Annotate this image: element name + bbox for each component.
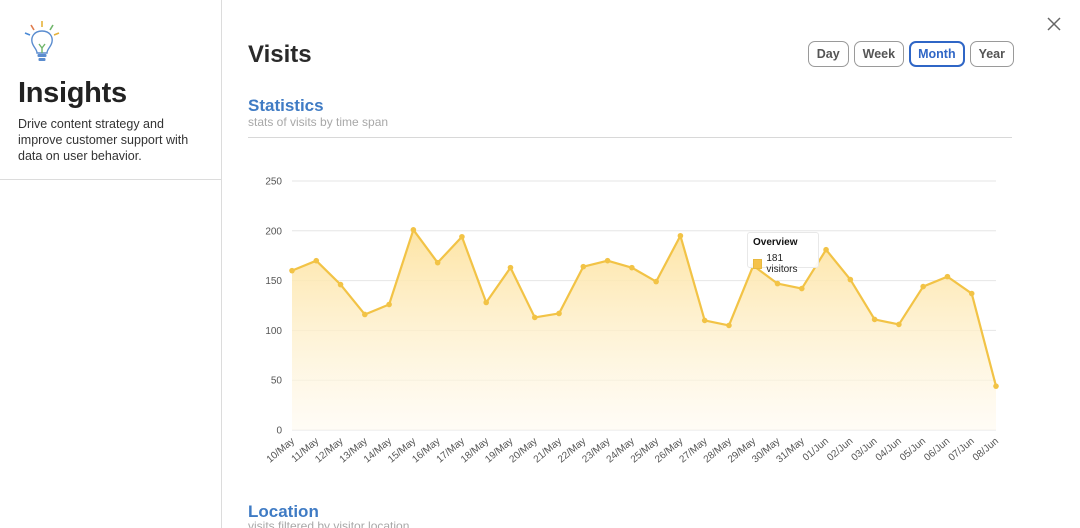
data-point[interactable] [410,227,417,233]
data-point[interactable] [920,283,926,290]
data-point[interactable] [701,317,708,324]
sidebar-description: Drive content strategy and improve custo… [18,117,189,163]
tooltip-swatch [753,259,763,269]
timespan-year-button[interactable]: Year [969,41,1014,67]
sidebar-title: Insights [18,77,127,109]
data-point[interactable] [871,316,878,323]
data-point[interactable] [653,278,659,285]
timespan-week-button[interactable]: Week [853,41,905,67]
data-point[interactable] [580,263,587,270]
y-tick-label: 100 [265,326,282,337]
data-point[interactable] [289,267,295,274]
x-tick-label: 02/Jun [825,436,855,464]
chart-tooltip: Overview 181 visitors [747,232,819,275]
data-point[interactable] [483,299,490,306]
data-point[interactable] [968,290,975,297]
y-tick-label: 200 [265,226,282,237]
x-tick-label: 01/Jun [801,436,831,464]
data-point[interactable] [774,280,781,287]
tooltip-row: 181 visitors [753,253,813,275]
data-point[interactable] [434,259,441,266]
y-tick-label: 0 [276,426,282,437]
data-point[interactable] [604,257,611,264]
statistics-subtitle: stats of visits by time span [248,115,389,129]
data-point[interactable] [993,383,999,389]
main-panel: Visits Day Week Month Year Statistics st… [248,0,1014,528]
data-point[interactable] [823,246,829,253]
lightbulb-icon [24,21,60,61]
y-tick-label: 250 [265,177,282,188]
x-tick-label: 07/Jun [947,436,977,464]
data-point[interactable] [896,321,902,328]
data-point[interactable] [556,310,562,317]
data-point[interactable] [313,257,320,264]
x-tick-label: 08/Jun [971,436,1001,464]
data-point[interactable] [362,311,368,318]
x-tick-label: 06/Jun [922,436,952,464]
y-tick-label: 150 [265,276,282,287]
close-icon[interactable] [1044,14,1064,34]
data-point[interactable] [507,264,514,271]
series-line [291,228,998,387]
y-tick-label: 50 [271,376,283,387]
timespan-month-button[interactable]: Month [909,41,965,67]
data-point[interactable] [847,276,854,283]
sidebar-header: Insights Drive content strategy and impr… [0,0,221,180]
x-tick-label: 04/Jun [874,436,904,464]
data-point[interactable] [629,264,635,271]
data-point[interactable] [459,233,465,240]
data-point[interactable] [531,314,538,321]
series-area [292,229,996,430]
data-point[interactable] [726,322,732,329]
data-point[interactable] [798,285,805,292]
timespan-day-button[interactable]: Day [807,41,849,67]
x-tick-label: 31/May [775,436,807,466]
page-title: Visits [248,41,312,68]
data-point[interactable] [386,301,392,308]
x-tick-label: 03/Jun [849,436,879,464]
x-tick-label: 05/Jun [898,436,928,464]
location-subtitle: visits filtered by visitor location [248,519,410,528]
data-point[interactable] [944,273,951,280]
sidebar: Insights Drive content strategy and impr… [0,0,222,528]
section-divider [248,137,1012,138]
data-point[interactable] [337,281,344,288]
data-point[interactable] [677,232,684,239]
timespan-selector: Day Week Month Year [807,41,1014,67]
statistics-title: Statistics [248,96,324,115]
tooltip-title: Overview [753,237,798,248]
tooltip-value: 181 visitors [766,253,798,275]
location-title: Location [248,502,319,521]
